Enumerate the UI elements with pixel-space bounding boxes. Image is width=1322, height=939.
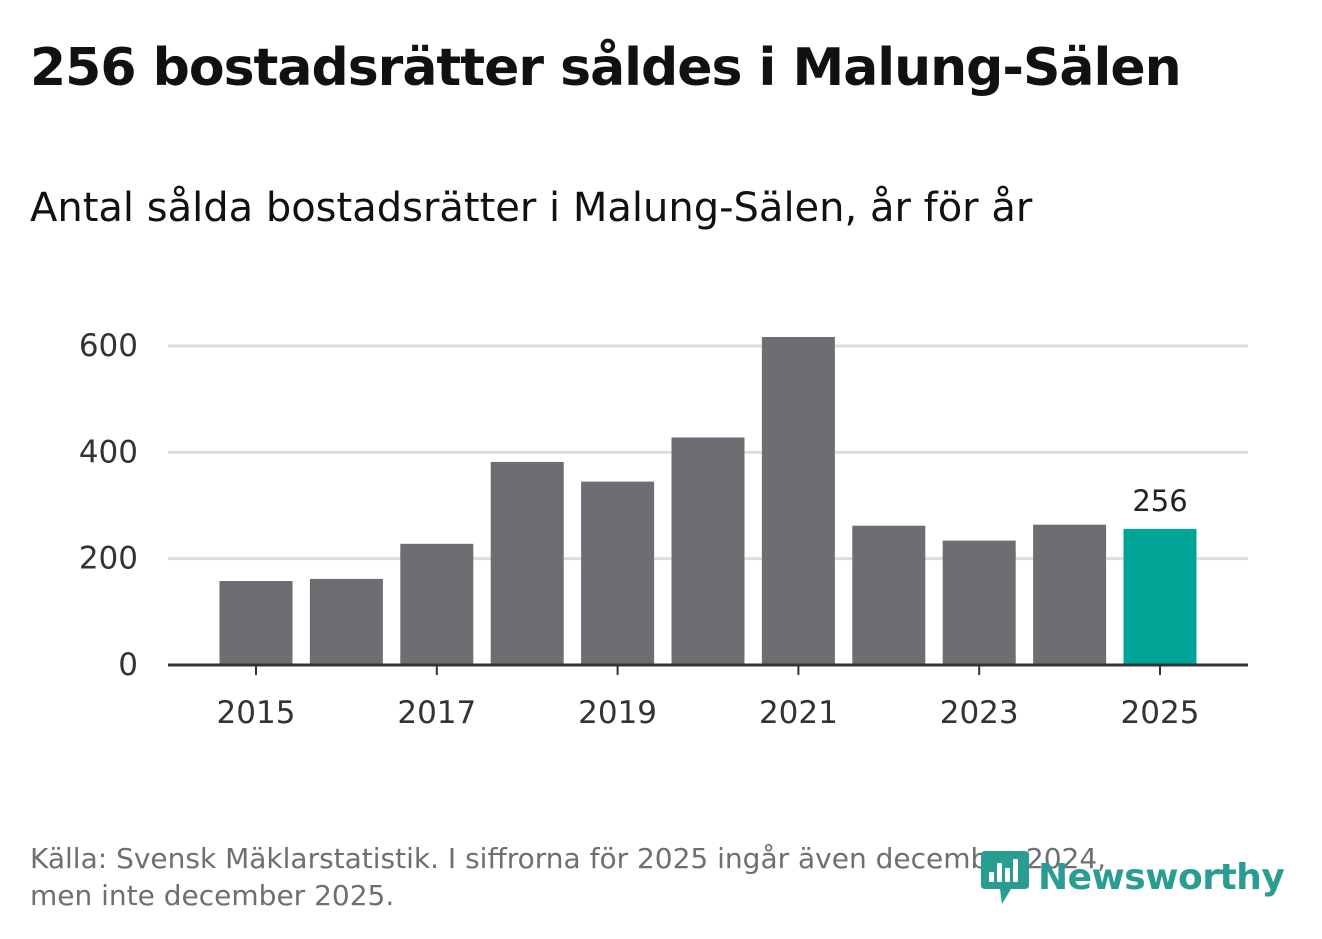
bar-2018 [490, 461, 564, 665]
bar-2016 [309, 578, 383, 665]
chart-subtitle: Antal sålda bostadsrätter i Malung-Sälen… [30, 185, 1033, 231]
y-tick-label-400: 400 [79, 434, 138, 470]
bar-2024 [1033, 524, 1107, 665]
y-tick-label-0: 0 [118, 647, 138, 683]
bars [219, 337, 1197, 665]
y-axis-labels: 0 200 400 600 [79, 328, 138, 683]
bar-2023 [942, 540, 1016, 665]
x-axis-labels: 2015 2017 2019 2021 2023 2025 [217, 695, 1200, 731]
source-line-1: Källa: Svensk Mäklarstatistik. I siffror… [30, 842, 1107, 875]
bar-2022 [852, 525, 926, 665]
data-label-2025: 256 [1132, 484, 1187, 518]
newsworthy-logo-icon [981, 851, 1029, 904]
brand-name: Newsworthy [1038, 856, 1285, 898]
source-note: Källa: Svensk Mäklarstatistik. I siffror… [30, 840, 1106, 914]
brand-logo: Newsworthy [980, 848, 1285, 906]
x-tick-label-2017: 2017 [397, 695, 476, 731]
y-tick-label-200: 200 [79, 541, 138, 577]
bar-2019 [581, 481, 655, 665]
x-tick-label-2023: 2023 [940, 695, 1019, 731]
bar-chart: 0 200 400 600 2015 2017 2019 2021 2023 2025 256 [79, 328, 1248, 731]
data-labels: 256 [1132, 484, 1187, 518]
source-line-2: men inte december 2025. [30, 879, 395, 912]
chart-title: 256 bostadsrätter såldes i Malung-Sälen [30, 38, 1182, 98]
x-tick-label-2015: 2015 [217, 695, 296, 731]
bar-2015 [219, 581, 293, 665]
bar-2020 [671, 437, 745, 665]
x-tick-label-2019: 2019 [578, 695, 657, 731]
y-tick-label-600: 600 [79, 328, 138, 364]
x-axis [168, 663, 1248, 675]
bar-2025 [1123, 528, 1197, 665]
bar-2021 [761, 337, 835, 665]
bar-2017 [400, 543, 474, 665]
x-tick-label-2021: 2021 [759, 695, 838, 731]
x-tick-label-2025: 2025 [1121, 695, 1200, 731]
